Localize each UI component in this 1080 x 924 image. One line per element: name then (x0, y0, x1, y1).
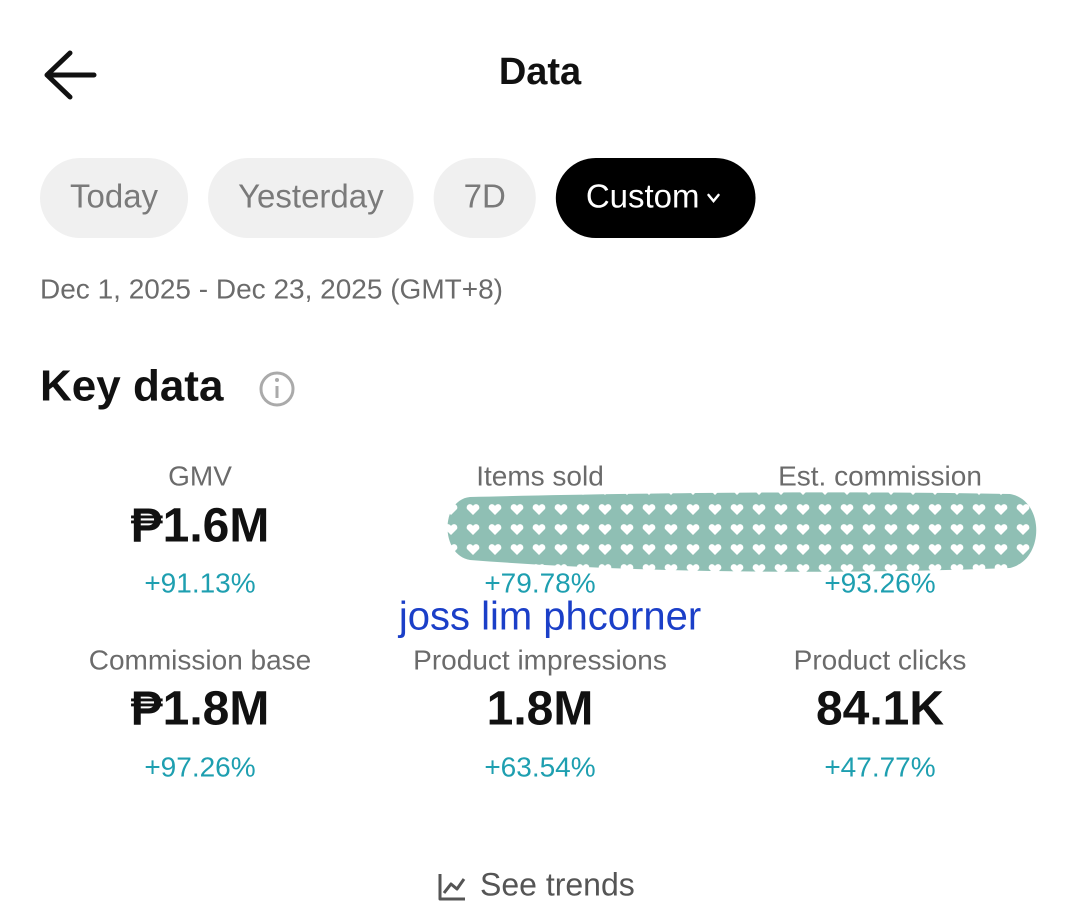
back-button[interactable] (44, 50, 97, 100)
metric-change: +79.78% (484, 567, 595, 598)
metric-card: GMV ₱1.6M +91.13% (131, 460, 270, 598)
see-trends-text: See trends (480, 866, 635, 902)
metric-label: Est. commission (778, 460, 982, 491)
pill-label: Today (70, 178, 159, 215)
metric-label: GMV (168, 460, 232, 491)
metric-change: +91.13% (144, 567, 255, 598)
pill-label: Yesterday (238, 178, 384, 215)
watermark: joss lim phcorner (398, 595, 701, 639)
scribble-overlay (447, 492, 1037, 572)
metric-label: Commission base (89, 644, 312, 675)
metric-value: 1.8M (487, 683, 594, 736)
metric-card: Product impressions 1.8M +63.54% (413, 644, 667, 782)
pill-background (208, 158, 414, 238)
metric-card: Product clicks 84.1K +47.77% (794, 644, 967, 782)
filter-pill[interactable]: Custom (555, 158, 756, 238)
metric-change: +93.26% (824, 567, 935, 598)
pill-background (40, 158, 189, 238)
filter-bar: Today Yesterday 7D Custom (40, 158, 756, 238)
pill-background (433, 158, 536, 238)
metric-card: Commission base ₱1.8M +97.26% (89, 644, 312, 782)
page-title: Data (499, 51, 582, 93)
metric-label: Product clicks (794, 644, 967, 675)
pill-label: Custom (586, 178, 700, 215)
metric-card: Items sold +79.78% (476, 460, 604, 598)
info-circle (259, 371, 295, 407)
trend-icon (438, 874, 466, 901)
metric-value: ₱1.8M (131, 683, 270, 736)
pill-label: 7D (464, 178, 506, 215)
metric-change: +97.26% (144, 751, 255, 782)
info-icon[interactable] (259, 371, 295, 407)
chevron-down (707, 193, 720, 203)
pill-background (555, 158, 756, 238)
filter-pill[interactable]: 7D (433, 158, 536, 238)
info-dot (275, 378, 279, 382)
see-trends-link[interactable]: See trends (438, 866, 635, 902)
date-range: Dec 1, 2025 - Dec 23, 2025 (GMT+8) (40, 273, 503, 304)
filter-pill[interactable]: Today (40, 158, 189, 238)
metric-label: Items sold (476, 460, 604, 491)
metric-change: +63.54% (484, 751, 595, 782)
metric-label: Product impressions (413, 644, 667, 675)
back-arrow (44, 50, 97, 100)
metric-value: ₱1.6M (131, 500, 270, 553)
section-title: Key data (40, 362, 224, 411)
metric-card: Est. commission +93.26% (778, 460, 982, 598)
metric-change: +47.77% (824, 751, 935, 782)
metric-value: 84.1K (816, 683, 944, 736)
metrics-grid: GMV ₱1.6M +91.13% Items sold +79.78% Est. com… (89, 460, 982, 782)
filter-pill[interactable]: Yesterday (208, 158, 414, 238)
